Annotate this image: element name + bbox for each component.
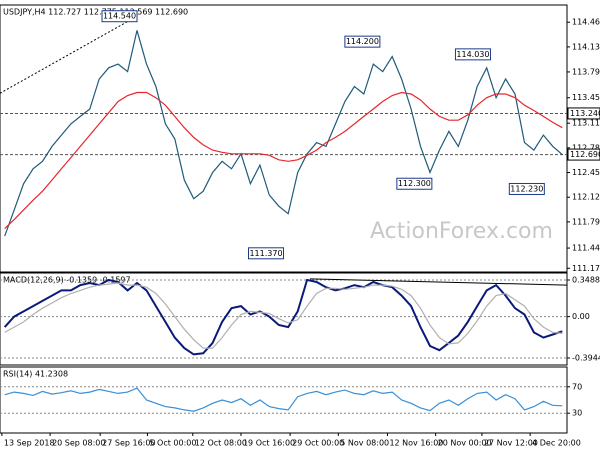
y-tick-label: -0.3944 [572, 354, 600, 363]
y-tick-label: 113.450 [572, 93, 600, 102]
y-tick-label: 30 [572, 409, 582, 418]
series-line [4, 30, 563, 237]
level-box [567, 107, 600, 120]
series-line [4, 91, 563, 230]
x-tick-label: 12 Oct 08:00 [195, 439, 247, 448]
x-tick-label: 12 Nov 16:00 [389, 439, 443, 448]
y-tick-label: 112.120 [572, 193, 600, 202]
trendline [309, 278, 568, 286]
price-label: 114.200 [346, 37, 379, 46]
series-line [4, 387, 563, 412]
y-tick-label: 113.110 [572, 119, 600, 128]
price-label: 112.230 [510, 184, 543, 193]
y-tick-label: 113.795 [572, 67, 600, 76]
panel-title: USDJPY,H4 112.727 112.775 112.569 112.69… [3, 8, 188, 17]
panel-title: MACD(12,26,9) -0.1359 -0.1597 [3, 276, 131, 285]
price-label-box [454, 48, 491, 61]
y-tick-label: 112.450 [572, 168, 600, 177]
price-label-box [101, 10, 138, 23]
watermark: ActionForex.com [370, 219, 553, 244]
x-tick-label: 20 Sep 08:00 [52, 439, 105, 448]
level-box [567, 148, 600, 161]
x-tick-label: 29 Oct 00:00 [292, 439, 344, 448]
price-label: 114.540 [103, 12, 136, 21]
x-tick-label: 13 Sep 2018 [4, 439, 55, 448]
x-tick-label: 4 Dec 20:00 [532, 439, 581, 448]
panel-title: RSI(14) 41.2308 [3, 370, 68, 379]
x-tick-label: 27 Sep 16:00 [102, 439, 155, 448]
x-tick-label: 5 Nov 08:00 [340, 439, 389, 448]
x-tick-label: 19 Oct 16:00 [243, 439, 295, 448]
y-tick-label: 0.00 [572, 312, 590, 321]
y-tick-label: 112.780 [572, 143, 600, 152]
series-line [3, 278, 563, 356]
y-tick-label: 70 [572, 382, 582, 391]
y-tick-label: 0.3488 [572, 276, 600, 285]
price-label-box [396, 177, 433, 190]
series-line [4, 282, 563, 349]
price-label-box [508, 182, 545, 195]
price-label-box [248, 247, 284, 260]
level-label: 113.240 [570, 109, 600, 118]
x-tick-label: 5 Oct 00:00 [149, 439, 196, 448]
y-tick-label: 114.460 [572, 18, 600, 27]
y-tick-label: 111.170 [572, 264, 600, 273]
panel-frame [0, 272, 568, 366]
panel-frame [0, 366, 568, 434]
x-tick-label: 20 Nov 00:00 [438, 439, 492, 448]
y-tick-label: 111.440 [572, 244, 600, 253]
price-label: 112.300 [398, 179, 431, 188]
price-label-box [344, 35, 381, 48]
panel-frame [0, 4, 568, 273]
x-tick-label: 27 Nov 12:00 [484, 439, 538, 448]
price-label: 111.370 [249, 249, 282, 258]
y-tick-label: 114.130 [572, 42, 600, 51]
y-tick-label: 111.790 [572, 217, 600, 226]
level-label: 112.690 [570, 150, 600, 159]
price-label: 114.030 [456, 50, 489, 59]
